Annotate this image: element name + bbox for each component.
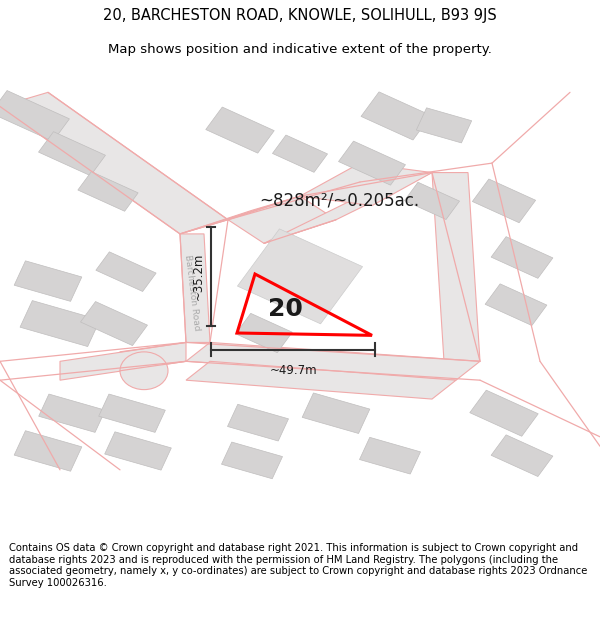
Text: ~49.7m: ~49.7m xyxy=(269,364,317,378)
Text: ~828m²/~0.205ac.: ~828m²/~0.205ac. xyxy=(259,192,419,210)
Polygon shape xyxy=(227,404,289,441)
Polygon shape xyxy=(416,108,472,143)
Polygon shape xyxy=(14,431,82,471)
Polygon shape xyxy=(20,301,100,346)
Polygon shape xyxy=(206,107,274,153)
Polygon shape xyxy=(300,163,432,206)
Polygon shape xyxy=(104,432,172,470)
Polygon shape xyxy=(221,442,283,479)
Polygon shape xyxy=(236,313,292,352)
Circle shape xyxy=(120,352,168,389)
Polygon shape xyxy=(404,182,460,219)
Polygon shape xyxy=(180,234,210,342)
Text: Map shows position and indicative extent of the property.: Map shows position and indicative extent… xyxy=(108,43,492,56)
Polygon shape xyxy=(432,173,480,361)
Polygon shape xyxy=(338,141,406,185)
Polygon shape xyxy=(470,390,538,436)
Polygon shape xyxy=(485,284,547,326)
Polygon shape xyxy=(228,196,336,243)
Polygon shape xyxy=(359,438,421,474)
Polygon shape xyxy=(38,132,106,176)
Polygon shape xyxy=(38,394,106,432)
Polygon shape xyxy=(80,301,148,346)
Polygon shape xyxy=(472,179,536,222)
Polygon shape xyxy=(491,435,553,476)
Polygon shape xyxy=(60,342,186,380)
Polygon shape xyxy=(491,237,553,278)
Polygon shape xyxy=(14,261,82,301)
Text: 20: 20 xyxy=(268,298,302,321)
Polygon shape xyxy=(78,172,138,211)
Polygon shape xyxy=(302,393,370,434)
Polygon shape xyxy=(0,92,228,234)
Text: Barcheston Road: Barcheston Road xyxy=(183,254,201,331)
Polygon shape xyxy=(98,394,166,432)
Polygon shape xyxy=(272,135,328,172)
Polygon shape xyxy=(361,92,431,140)
Polygon shape xyxy=(96,252,156,291)
Text: Contains OS data © Crown copyright and database right 2021. This information is : Contains OS data © Crown copyright and d… xyxy=(9,543,587,588)
Text: ~35.2m: ~35.2m xyxy=(191,253,205,300)
Polygon shape xyxy=(264,173,432,243)
Polygon shape xyxy=(186,342,480,380)
Polygon shape xyxy=(180,196,300,234)
Polygon shape xyxy=(238,229,362,324)
Polygon shape xyxy=(0,91,70,141)
Polygon shape xyxy=(186,361,456,399)
Text: 20, BARCHESTON ROAD, KNOWLE, SOLIHULL, B93 9JS: 20, BARCHESTON ROAD, KNOWLE, SOLIHULL, B… xyxy=(103,8,497,22)
